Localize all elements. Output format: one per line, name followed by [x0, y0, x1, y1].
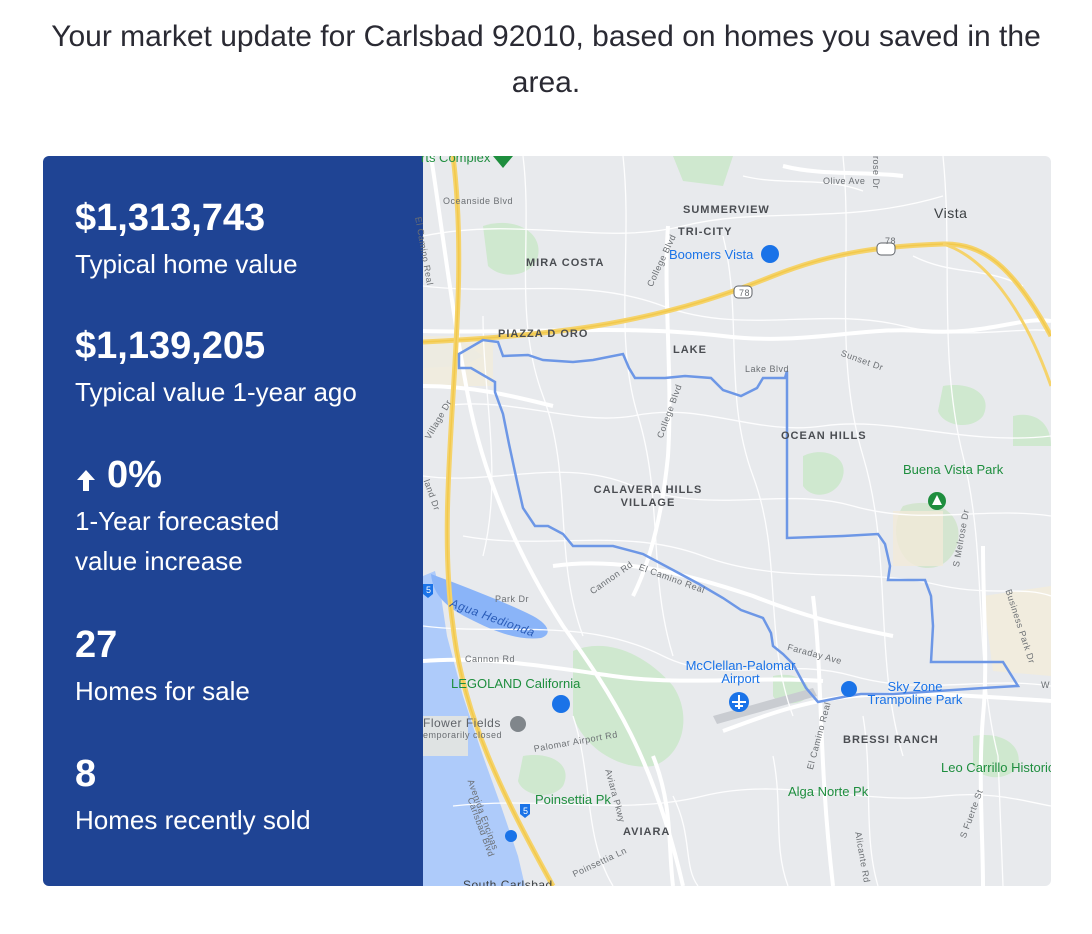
map-label-lake-blvd: Lake Blvd — [745, 364, 790, 374]
map-label-south-carlsbad: South Carlsbad — [463, 878, 553, 886]
map-label-park-dr: Park Dr — [495, 594, 530, 604]
map-label-cannon-rd-west: Cannon Rd — [465, 654, 516, 664]
map-label-w-edge: W — [1041, 680, 1050, 690]
map-label-poinsettia-pk: Poinsettia Pk — [535, 792, 611, 807]
map-label-flower-fields: Flower Fields — [423, 716, 501, 730]
map-label-piazza-d-oro: PIAZZA D ORO — [498, 328, 589, 340]
map-label-hwy78-a: 78 — [885, 236, 897, 246]
stat-label: Homes recently sold — [75, 805, 311, 835]
map-label-boomers-vista: Boomers Vista — [669, 247, 754, 262]
stat-forecasted-increase: 0% 1-Year forecasted value increase — [75, 453, 405, 581]
map-label-legoland: LEGOLAND California — [451, 676, 581, 691]
map-label-leo-carrillo: Leo Carrillo Historic Pk — [941, 760, 1051, 775]
map-label-olive-ave: Olive Ave — [823, 176, 866, 186]
area-map[interactable]: rts Complex Olive Ave Oceanside Blvd El … — [413, 156, 1051, 886]
stat-label: Typical value 1-year ago — [75, 377, 357, 407]
map-label-temporarily-closed: emporarily closed — [423, 730, 503, 740]
stat-label: Typical home value — [75, 249, 298, 279]
page-headline: Your market update for Carlsbad 92010, b… — [51, 20, 1041, 99]
stat-value: $1,313,743 — [75, 197, 266, 239]
stat-homes-recently-sold: 8 Homes recently sold — [75, 752, 405, 840]
stat-value: 8 — [75, 753, 97, 795]
stat-label: 1-Year forecasted value increase — [75, 506, 280, 576]
map-label-buena-vista-park: Buena Vista Park — [903, 462, 1004, 477]
market-update-card: $1,313,743 Typical home value $1,139,205… — [43, 156, 1051, 886]
stat-typical-home-value: $1,313,743 Typical home value — [75, 196, 405, 284]
map-graphic — [423, 156, 1051, 886]
map-label-sky-zone: Sky Zone Trampoline Park — [867, 679, 963, 707]
map-label-oceanside-blvd: Oceanside Blvd — [443, 196, 514, 206]
map-label-calavera-hills-village: CALAVERA HILLS VILLAGE — [593, 484, 703, 509]
map-label-bressi-ranch: BRESSI RANCH — [843, 734, 939, 746]
map-label-vista: Vista — [934, 205, 968, 221]
map-label-rose-dr: rose Dr — [871, 156, 881, 190]
map-label-hwy78-b: 78 — [739, 288, 751, 298]
map-label-tri-city: TRI-CITY — [678, 226, 733, 238]
map-label-aviara: AVIARA — [623, 826, 671, 838]
map-label-ocean-hills: OCEAN HILLS — [781, 430, 867, 442]
map-label-lake: LAKE — [673, 344, 707, 356]
map-label-sports-complex: rts Complex — [421, 156, 491, 165]
stat-value-row: 0% — [75, 453, 405, 497]
stat-value: $1,139,205 — [75, 325, 266, 367]
market-stats-panel: $1,313,743 Typical home value $1,139,205… — [43, 156, 423, 886]
arrow-up-icon — [75, 461, 97, 491]
stat-value: 27 — [75, 624, 118, 666]
map-label-summerview: SUMMERVIEW — [683, 204, 770, 216]
map-label-mira-costa: MIRA COSTA — [526, 257, 605, 269]
stat-homes-for-sale: 27 Homes for sale — [75, 623, 405, 711]
stat-value: 0% — [107, 454, 162, 496]
map-label-i5-a: 5 — [426, 585, 432, 595]
map-label-alga-norte-pk: Alga Norte Pk — [788, 784, 869, 799]
map-label-mcclellan-palomar-airport: McClellan-Palomar Airport — [685, 658, 796, 686]
map-label-i5-b: 5 — [523, 806, 529, 816]
stat-typical-value-last-year: $1,139,205 Typical value 1-year ago — [75, 324, 405, 412]
stat-label: Homes for sale — [75, 676, 250, 706]
